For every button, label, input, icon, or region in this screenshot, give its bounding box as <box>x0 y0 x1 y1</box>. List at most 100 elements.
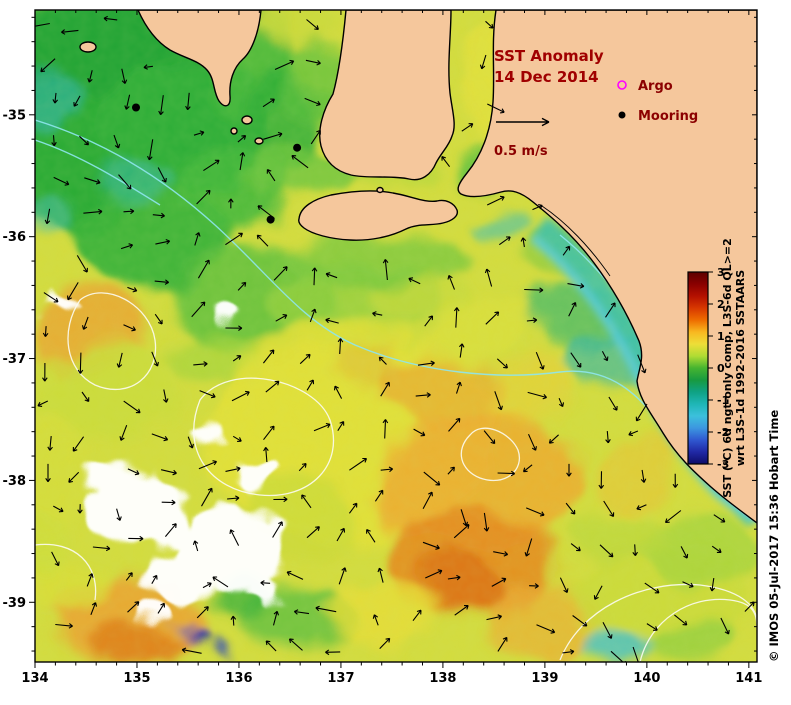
coorong-lagoon-line <box>541 205 611 277</box>
current-arrow <box>628 430 639 437</box>
current-arrow <box>349 457 368 471</box>
current-arrow <box>81 316 89 330</box>
current-arrow <box>192 540 199 552</box>
current-arrow <box>483 512 490 532</box>
mooring-legend-label: Mooring <box>638 109 698 124</box>
current-arrow <box>372 614 379 626</box>
current-arrow <box>193 361 208 367</box>
current-arrow <box>274 59 295 71</box>
current-arrow <box>720 617 730 635</box>
colorbar-tick-labels: 3 2 1 0 -1 -2 -3 <box>717 266 729 471</box>
current-arrow <box>601 351 609 362</box>
current-arrow <box>493 551 509 557</box>
current-arrow <box>127 286 138 293</box>
current-arrow <box>640 469 647 483</box>
current-arrow <box>51 551 60 567</box>
current-arrow <box>47 436 53 451</box>
current-arrow <box>608 396 618 411</box>
current-arrow <box>163 389 169 403</box>
current-arrow <box>127 601 140 613</box>
current-arrow <box>524 538 533 557</box>
current-arrow <box>157 167 167 183</box>
colorbar-tick: 2 <box>717 298 725 311</box>
current-arrow <box>497 470 516 477</box>
current-arrow <box>53 505 64 513</box>
current-arrow <box>520 237 527 248</box>
current-arrow <box>262 349 275 364</box>
current-arrow <box>37 400 49 407</box>
current-arrow <box>325 317 339 324</box>
current-arrow <box>42 362 48 382</box>
current-arrow <box>453 524 470 539</box>
current-arrow <box>194 232 201 246</box>
current-arrow <box>672 473 679 488</box>
current-arrow <box>306 19 319 30</box>
current-arrow <box>40 58 56 73</box>
current-arrow <box>483 430 496 445</box>
current-arrow <box>306 526 320 539</box>
current-arrow <box>461 123 474 132</box>
current-arrow <box>275 314 288 322</box>
current-arrow <box>378 356 387 365</box>
current-arrow <box>680 546 689 559</box>
current-arrow <box>306 379 315 391</box>
current-arrow <box>263 131 283 140</box>
current-arrow <box>458 343 465 358</box>
current-arrow <box>380 381 390 397</box>
current-arrow <box>203 159 220 172</box>
current-arrow <box>494 391 503 411</box>
colorbar-label-line2: wrt L3S-1d 1992-2016 SSTAARS <box>734 270 747 466</box>
nodata-patches <box>45 297 290 625</box>
current-arrow <box>225 466 241 472</box>
current-arrow <box>86 573 94 587</box>
current-arrow <box>448 417 461 432</box>
current-arrow <box>265 640 277 652</box>
current-arrow <box>603 500 615 518</box>
current-arrow <box>570 352 582 368</box>
current-arrow <box>566 463 572 477</box>
current-arrow <box>602 621 613 639</box>
island <box>254 137 264 145</box>
current-arrow <box>197 259 210 279</box>
current-arrow <box>228 198 234 209</box>
current-arrow <box>83 208 103 215</box>
y-axis-tick-label: -38 <box>3 474 27 489</box>
y-axis-tick-label: -37 <box>3 352 27 367</box>
current-arrow <box>116 508 122 521</box>
current-arrow <box>496 358 508 369</box>
current-arrow <box>337 338 344 355</box>
kangaroo-island <box>298 190 459 241</box>
current-arrow <box>288 638 303 651</box>
current-arrow <box>644 582 660 594</box>
current-arrow <box>76 255 88 273</box>
current-arrow <box>313 422 331 432</box>
current-arrow <box>272 521 283 538</box>
x-axis-tick-label: 139 <box>531 671 558 686</box>
mooring-dot <box>293 143 302 152</box>
current-arrow <box>55 623 73 629</box>
current-arrow <box>230 615 237 626</box>
current-arrow <box>565 502 576 515</box>
current-arrow <box>417 360 435 367</box>
colorbar-tick: 0 <box>717 362 725 375</box>
current-arrow <box>567 283 585 289</box>
current-arrow <box>128 535 144 542</box>
current-arrow <box>123 208 135 215</box>
current-arrow <box>558 397 565 408</box>
current-arrow <box>636 504 647 511</box>
current-arrow <box>568 302 577 317</box>
current-arrows <box>35 15 755 662</box>
attribution: © IMOS 05-Jul-2017 15:36 Hobart Time <box>767 410 781 662</box>
current-arrow <box>348 502 358 514</box>
current-arrow <box>237 135 247 143</box>
current-arrow <box>664 510 682 524</box>
current-arrow <box>291 155 309 169</box>
current-arrow <box>479 54 487 70</box>
current-arrow <box>187 436 194 449</box>
current-arrow <box>73 95 81 107</box>
current-arrow <box>123 324 136 332</box>
current-arrow <box>198 460 218 470</box>
current-arrow <box>92 545 111 552</box>
current-arrow <box>485 311 500 325</box>
current-arrow <box>713 514 726 523</box>
